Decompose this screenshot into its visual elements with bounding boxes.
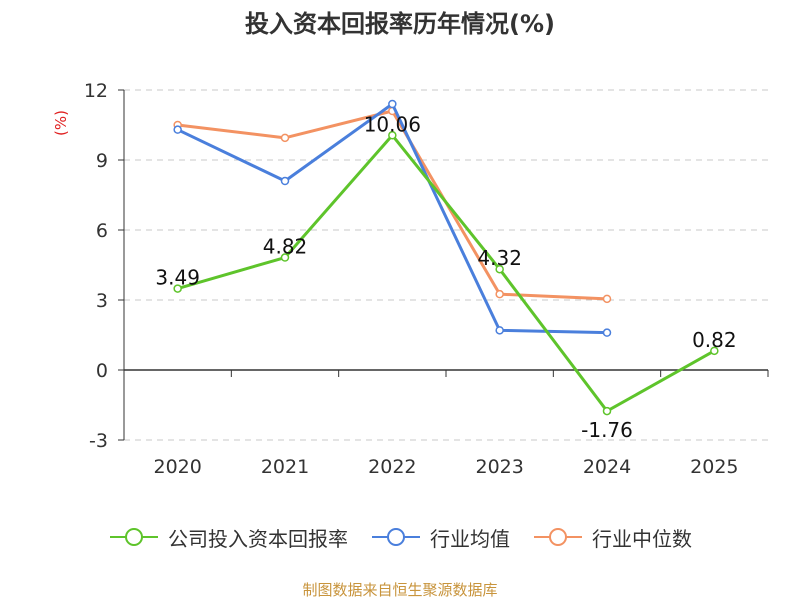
data-label: 4.32: [477, 246, 522, 270]
x-tick-label: 2022: [368, 456, 416, 478]
legend-item-industry-median[interactable]: 行业中位数: [532, 523, 692, 552]
series-line-0: [177, 133, 716, 413]
data-point: [710, 346, 719, 356]
y-tick-label: 0: [96, 360, 108, 382]
data-point: [602, 328, 612, 337]
chart-title: 投入资本回报率历年情况(%): [245, 10, 555, 38]
data-point: [495, 326, 504, 335]
data-point: [602, 406, 612, 416]
data-point: [280, 253, 290, 262]
source-note: 制图数据来自恒生聚源数据库: [302, 581, 498, 599]
data-point: [388, 99, 397, 109]
x-tick-label: 2021: [261, 456, 309, 478]
data-point: [280, 176, 290, 186]
data-point: [173, 125, 182, 134]
y-tick-label: 12: [84, 80, 108, 102]
y-tick-label: 3: [96, 290, 108, 312]
legend-label: 公司投入资本回报率: [168, 526, 348, 551]
x-tick-label: 2023: [475, 456, 523, 478]
data-label: 0.82: [692, 328, 737, 352]
legend-item-company[interactable]: 公司投入资本回报率: [108, 523, 348, 552]
data-label: 4.82: [263, 235, 308, 259]
legend-item-industry-mean[interactable]: 行业均值: [370, 523, 510, 552]
legend: 公司投入资本回报率 行业均值 行业中位数: [0, 520, 800, 554]
y-tick-label: -3: [89, 430, 108, 452]
data-point: [495, 264, 504, 274]
legend-marker-icon: [372, 528, 420, 546]
data-point: [280, 133, 290, 143]
legend-label: 行业中位数: [592, 526, 692, 551]
data-point: [495, 289, 504, 299]
y-tick-label: 6: [96, 220, 108, 242]
data-label: -1.76: [581, 418, 633, 442]
data-label: 3.49: [155, 266, 200, 290]
x-tick-label: 2025: [690, 456, 738, 478]
x-tick-label: 2020: [153, 456, 201, 478]
x-tick-label: 2024: [583, 456, 631, 478]
data-label: 10.06: [364, 112, 421, 136]
data-point: [388, 131, 397, 140]
y-tick-label: 9: [96, 150, 108, 172]
data-point: [602, 294, 612, 304]
legend-marker-icon: [110, 528, 158, 546]
legend-label: 行业均值: [430, 526, 510, 551]
data-point: [173, 284, 182, 293]
legend-marker-icon: [534, 528, 582, 546]
